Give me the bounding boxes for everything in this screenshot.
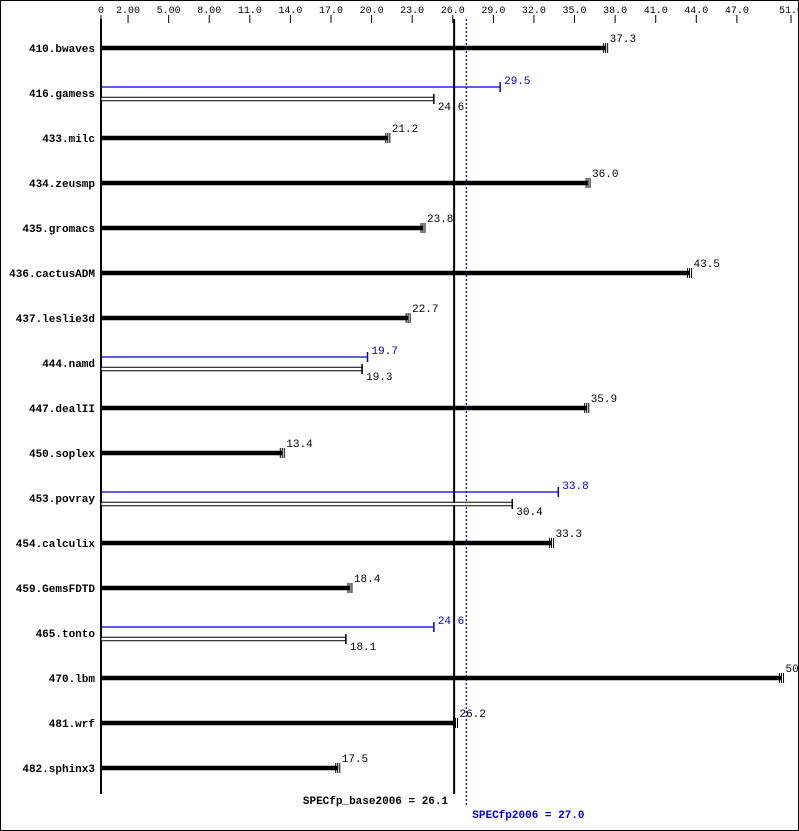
base-value-label: 43.5 <box>694 259 720 271</box>
benchmark-label: 437.leslie3d <box>16 314 95 326</box>
x-tick-label: 47.0 <box>725 6 749 17</box>
benchmark-label: 470.lbm <box>49 674 96 686</box>
peak-value-label: 29.5 <box>504 76 530 88</box>
x-tick-label: 20.0 <box>360 6 384 17</box>
benchmark-label: 416.gamess <box>29 89 95 101</box>
x-tick-label: 29.0 <box>481 6 505 17</box>
chart-svg: 0 2.00 5.00 8.00 11.0 14.0 17.0 20.0 23.0 26.0 29.… <box>1 1 798 830</box>
x-tick-label: 35.0 <box>563 6 587 17</box>
base-bar-open <box>101 637 346 641</box>
x-tick-label: 23.0 <box>400 6 424 17</box>
base-value-label: 50.3 <box>786 664 798 676</box>
x-tick-label: 38.0 <box>603 6 627 17</box>
x-tick-label: 32.0 <box>522 6 546 17</box>
spec-benchmark-chart: 0 2.00 5.00 8.00 11.0 14.0 17.0 20.0 23.0 26.0 29.… <box>0 0 799 831</box>
benchmark-label: 447.dealII <box>29 404 95 416</box>
x-tick-label: 0 <box>98 6 104 17</box>
base-value-label: 18.4 <box>354 574 381 586</box>
benchmark-label: 482.sphinx3 <box>22 764 95 776</box>
base-bar-open <box>101 502 512 506</box>
base-value-label: 30.4 <box>516 507 543 519</box>
benchmark-label: 465.tonto <box>36 629 96 641</box>
x-tick-label: 14.0 <box>278 6 302 17</box>
x-tick-label: 11.0 <box>238 6 262 17</box>
base-value-label: 19.3 <box>366 372 392 384</box>
base-value-label: 22.7 <box>412 304 438 316</box>
base-bar-open <box>101 367 362 371</box>
peak-value-label: 33.8 <box>562 481 588 493</box>
base-value-label: 17.5 <box>342 754 368 766</box>
benchmark-label: 436.cactusADM <box>9 269 95 281</box>
base-value-label: 23.8 <box>427 214 453 226</box>
x-tick-label: 5.00 <box>157 6 181 17</box>
benchmark-label: 454.calculix <box>16 539 96 551</box>
x-tick-label: 8.00 <box>197 6 221 17</box>
peak-value-label: 24.6 <box>438 616 464 628</box>
base-value-label: 33.3 <box>556 529 582 541</box>
base-value-label: 24.6 <box>438 102 464 114</box>
x-tick-label: 41.0 <box>644 6 668 17</box>
benchmark-label: 435.gromacs <box>22 224 95 236</box>
x-tick-label: 26.0 <box>441 6 465 17</box>
peak-value-label: 19.7 <box>372 346 398 358</box>
benchmark-label: 453.povray <box>29 494 95 506</box>
benchmark-label: 433.milc <box>42 134 95 146</box>
benchmark-label: 481.wrf <box>49 719 96 731</box>
benchmark-label: 410.bwaves <box>29 44 95 56</box>
x-tick-label: 2.00 <box>116 6 140 17</box>
reference-label-base: SPECfp_base2006 = 26.1 <box>303 796 449 808</box>
base-value-label: 35.9 <box>591 394 617 406</box>
benchmark-label: 434.zeusmp <box>29 179 95 191</box>
base-value-label: 18.1 <box>350 642 377 654</box>
benchmark-label: 444.namd <box>42 359 95 371</box>
reference-label-peak: SPECfp2006 = 27.0 <box>472 810 584 822</box>
x-tick-label: 51.0 <box>779 6 798 17</box>
x-tick-label: 17.0 <box>319 6 343 17</box>
benchmark-label: 459.GemsFDTD <box>16 584 96 596</box>
base-value-label: 21.2 <box>392 124 418 136</box>
base-value-label: 13.4 <box>286 439 313 451</box>
base-value-label: 26.2 <box>459 709 485 721</box>
benchmark-label: 450.soplex <box>29 449 95 461</box>
base-value-label: 37.3 <box>610 34 636 46</box>
base-bar-open <box>101 97 434 101</box>
base-value-label: 36.0 <box>592 169 618 181</box>
x-tick-label: 44.0 <box>684 6 708 17</box>
